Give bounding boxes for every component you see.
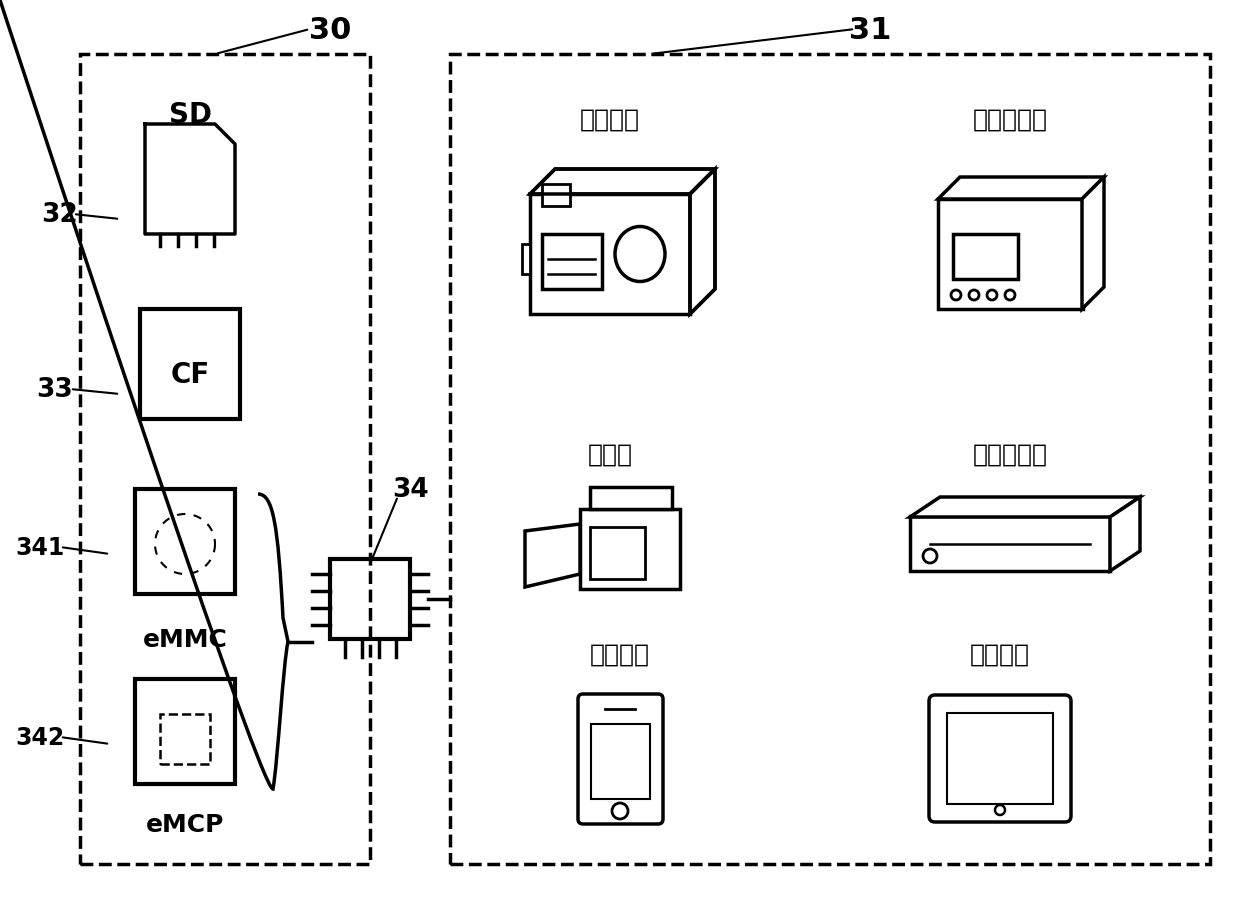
Bar	[954, 234, 1018, 279]
Text: 34: 34	[392, 476, 428, 503]
Polygon shape	[525, 525, 580, 587]
Text: 视频播放器: 视频播放器	[972, 443, 1048, 467]
Text: 音频播放器: 音频播放器	[972, 108, 1048, 131]
Text: 341: 341	[15, 536, 64, 560]
Bar	[542, 234, 601, 289]
Bar	[135, 490, 236, 595]
Bar	[937, 199, 1083, 310]
Text: 摄影机: 摄影机	[588, 443, 632, 467]
Text: 30: 30	[309, 16, 351, 44]
Bar	[160, 714, 210, 765]
Text: eMCP: eMCP	[146, 812, 224, 836]
Text: 数码相机: 数码相机	[580, 108, 640, 131]
Bar	[81, 55, 370, 864]
Polygon shape	[529, 170, 715, 195]
Text: 通讯装置: 通讯装置	[590, 642, 650, 666]
FancyBboxPatch shape	[929, 696, 1071, 823]
Bar	[135, 679, 236, 784]
Text: eMMC: eMMC	[143, 628, 227, 652]
Ellipse shape	[615, 227, 665, 282]
FancyBboxPatch shape	[578, 694, 663, 824]
Text: 342: 342	[15, 725, 64, 749]
Bar	[910, 516, 1110, 572]
Bar	[542, 185, 570, 207]
Polygon shape	[1110, 497, 1140, 572]
Text: 平板电脑: 平板电脑	[970, 642, 1030, 666]
Bar	[450, 55, 1210, 864]
Text: 33: 33	[37, 377, 73, 403]
Text: 31: 31	[849, 16, 892, 44]
Bar	[947, 713, 1053, 804]
Bar	[522, 244, 529, 275]
Text: 32: 32	[42, 202, 78, 228]
Polygon shape	[937, 177, 1104, 199]
Polygon shape	[910, 497, 1140, 517]
Bar	[591, 724, 650, 800]
Polygon shape	[590, 487, 672, 509]
Text: CF: CF	[170, 360, 210, 389]
Bar	[140, 310, 241, 420]
Polygon shape	[689, 170, 715, 314]
Text: SD: SD	[169, 101, 212, 129]
Bar	[529, 195, 689, 314]
Bar	[330, 560, 410, 640]
Polygon shape	[1083, 177, 1104, 310]
Bar	[590, 528, 645, 579]
Bar	[580, 509, 680, 589]
